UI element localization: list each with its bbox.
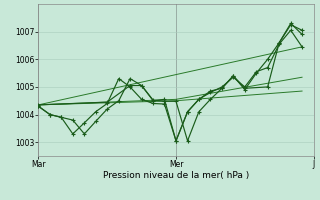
X-axis label: Pression niveau de la mer( hPa ): Pression niveau de la mer( hPa ) [103,171,249,180]
